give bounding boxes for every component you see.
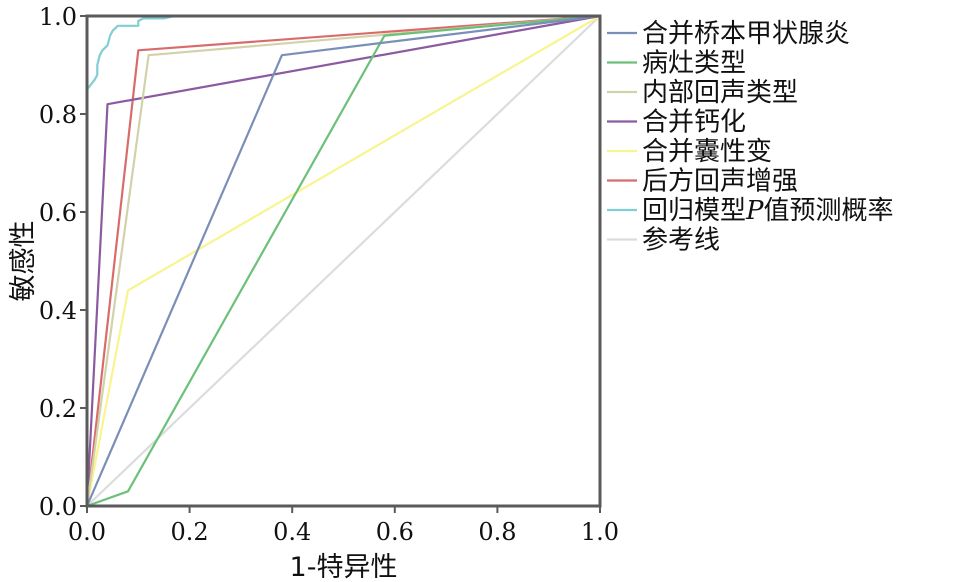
series-line-7 (86, 14, 600, 91)
series-line-5 (85, 15, 601, 507)
series-layer (85, 14, 601, 508)
series-line-6 (85, 14, 601, 507)
legend-label: 后方回声增强 (642, 167, 798, 197)
y-tick-label: 1.0 (39, 3, 77, 31)
plot-frame (85, 14, 602, 508)
x-tick-label: 0.4 (273, 518, 311, 546)
y-tick-label: 0.8 (39, 101, 77, 129)
y-tick-label: 0.0 (39, 493, 77, 521)
y-axis-title: 敏感性 (8, 221, 39, 302)
legend-label: 参考线 (642, 226, 720, 256)
legend-label: 合并钙化 (642, 108, 746, 138)
x-axis-title: 1-特异性 (290, 552, 398, 582)
x-tick-label: 0.8 (478, 518, 516, 546)
legend-label: 合并囊性变 (642, 137, 772, 167)
legend: 合并桥本甲状腺炎病灶类型内部回声类型合并钙化合并囊性变后方回声增强回归模型P值预… (607, 19, 894, 256)
y-tick-label: 0.4 (39, 297, 77, 325)
legend-label: 内部回声类型 (642, 78, 798, 108)
x-tick-label: 0.2 (171, 518, 209, 546)
x-tick-label: 0.6 (376, 518, 414, 546)
y-tick-label: 0.2 (39, 395, 77, 423)
series-line-2 (86, 14, 601, 508)
legend-label: 合并桥本甲状腺炎 (642, 19, 850, 49)
ticks-layer: 0.0 0.2 0.4 0.6 0.8 1.0 0.0 0.2 0.4 0.6 0.8 1.0 (39, 3, 619, 546)
x-tick-label: 0.0 (68, 518, 106, 546)
series-line-4 (85, 14, 601, 507)
legend-label: 回归模型P值预测概率 (642, 196, 894, 226)
y-tick-label: 0.6 (39, 199, 77, 227)
legend-label: 病灶类型 (642, 49, 746, 79)
series-line-8 (86, 15, 601, 507)
x-tick-label: 1.0 (581, 518, 619, 546)
series-line-1 (85, 14, 601, 507)
